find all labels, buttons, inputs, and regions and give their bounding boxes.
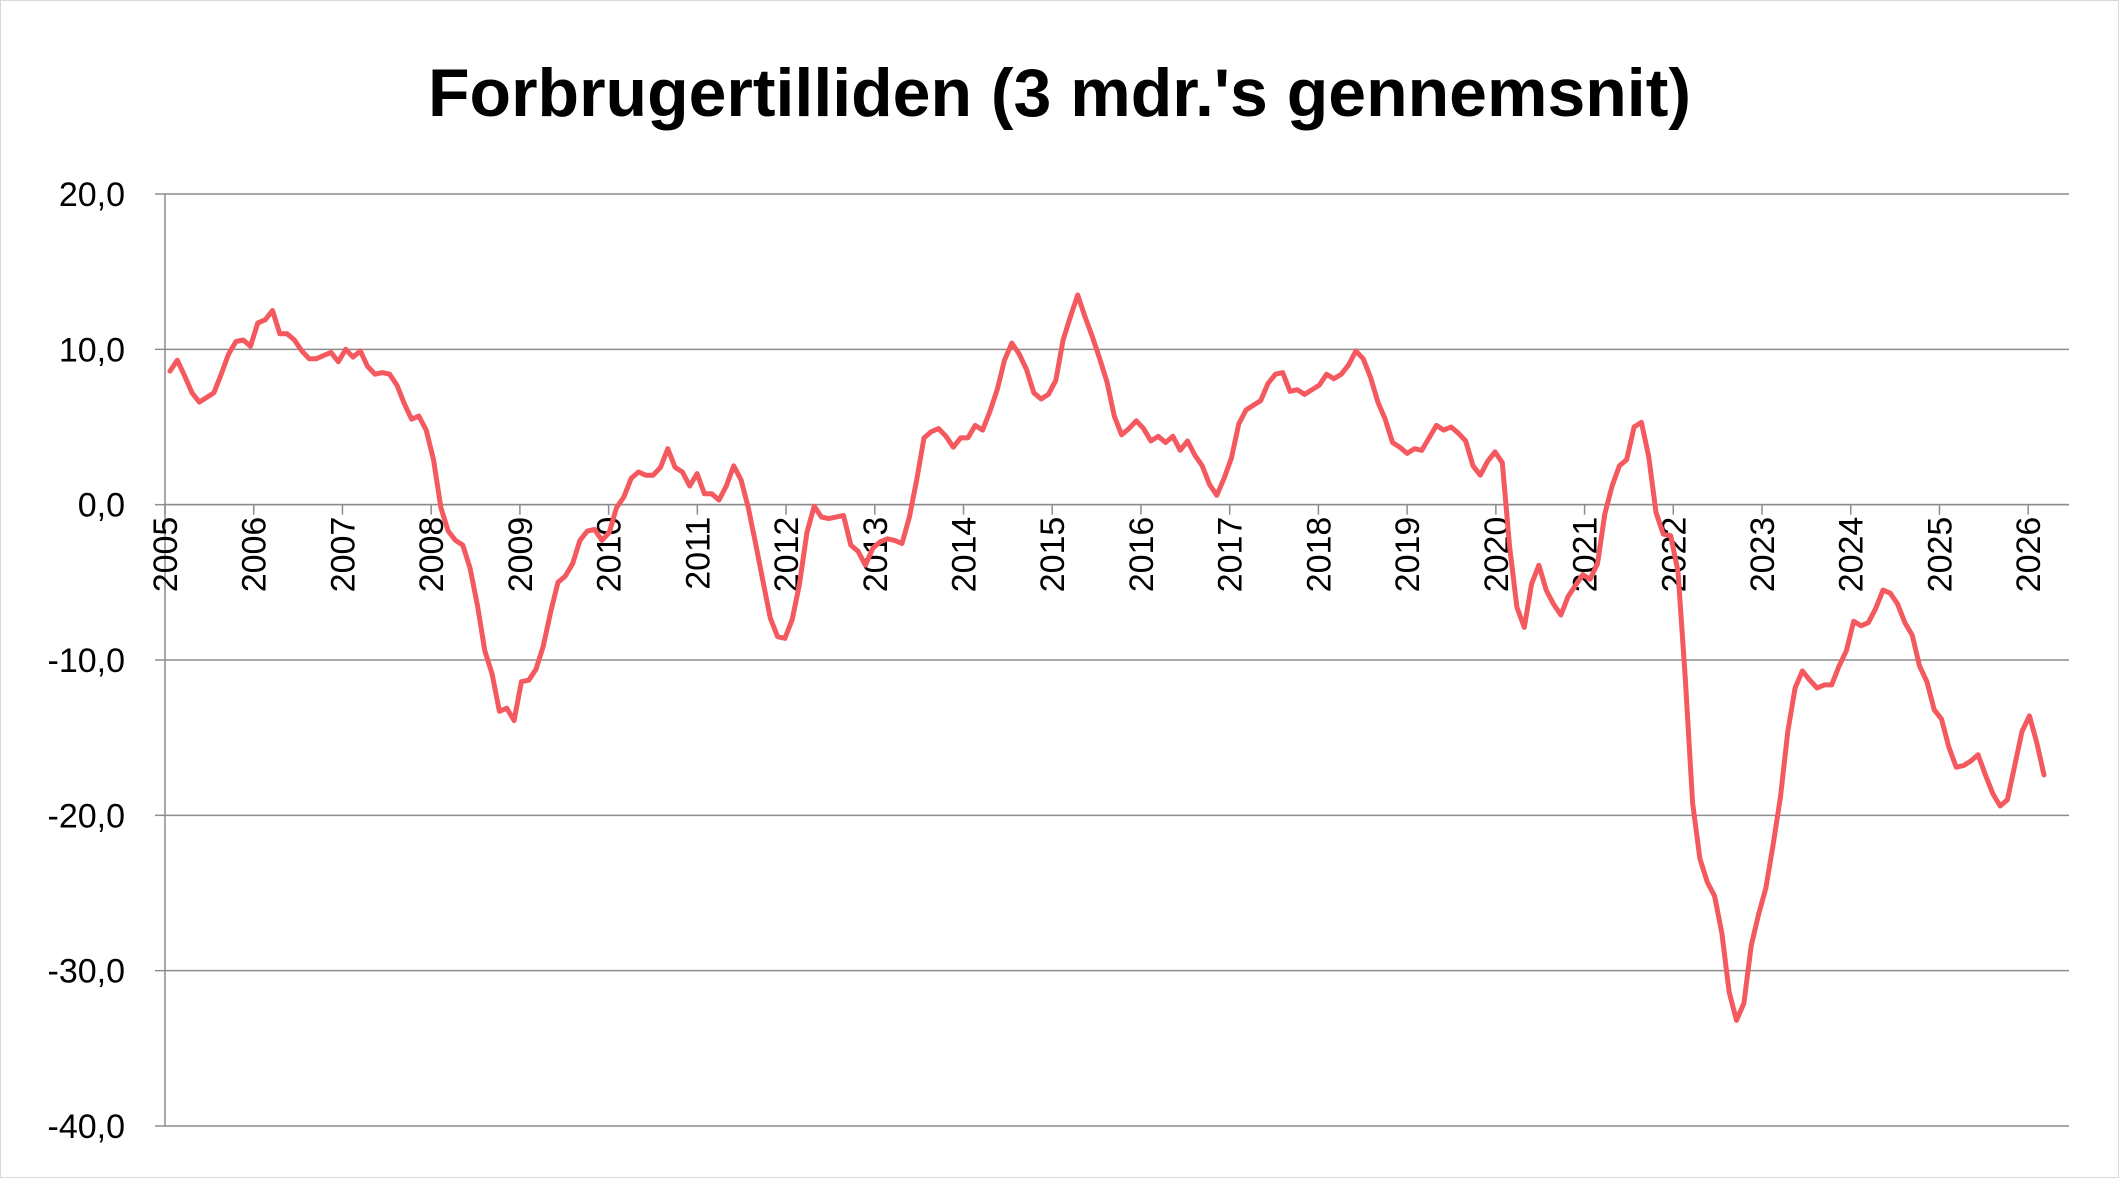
x-tick-label: 2018	[1300, 517, 1338, 593]
x-tick-label: 2009	[502, 517, 540, 593]
x-tick-label: 2017	[1212, 517, 1250, 593]
chart-title: Forbrugertilliden (3 mdr.'s gennemsnit)	[428, 55, 1691, 131]
plot-area	[167, 292, 2047, 1023]
x-tick-label: 2014	[946, 517, 984, 593]
x-tick-label: 2006	[236, 517, 274, 593]
y-tick-label: -40,0	[48, 1108, 126, 1146]
x-tick-label: 2007	[324, 517, 362, 593]
y-tick-label: 0,0	[78, 487, 125, 525]
x-tick-label: 2008	[413, 517, 451, 593]
series-line	[167, 292, 2047, 1023]
y-tick-label: -20,0	[48, 797, 126, 835]
y-tick-label: 20,0	[59, 176, 125, 214]
x-tick-label: 2026	[2010, 517, 2048, 593]
y-tick-label: 10,0	[59, 331, 125, 369]
x-tick-label: 2024	[1833, 517, 1871, 593]
x-tick-label: 2005	[147, 517, 185, 593]
x-tick-label: 2019	[1389, 517, 1427, 593]
x-tick-label: 2013	[857, 517, 895, 593]
y-tick-label: -10,0	[48, 642, 126, 680]
x-tick-label: 2011	[679, 517, 717, 590]
gridlines	[165, 193, 2069, 1127]
y-tick-label: -30,0	[48, 953, 126, 991]
y-axis: 20,0 10,0 0,0 -10,0 -20,0 -30,0 -40,0	[48, 176, 166, 1146]
x-axis: 2005 2006 2007 2008 2009 2010 2011 2012 2013 2014…	[147, 503, 2069, 593]
x-tick-label: 2016	[1123, 517, 1161, 593]
x-tick-label: 2023	[1744, 517, 1782, 593]
x-tick-label: 2025	[1921, 517, 1959, 593]
x-tick-label: 2015	[1034, 517, 1072, 593]
